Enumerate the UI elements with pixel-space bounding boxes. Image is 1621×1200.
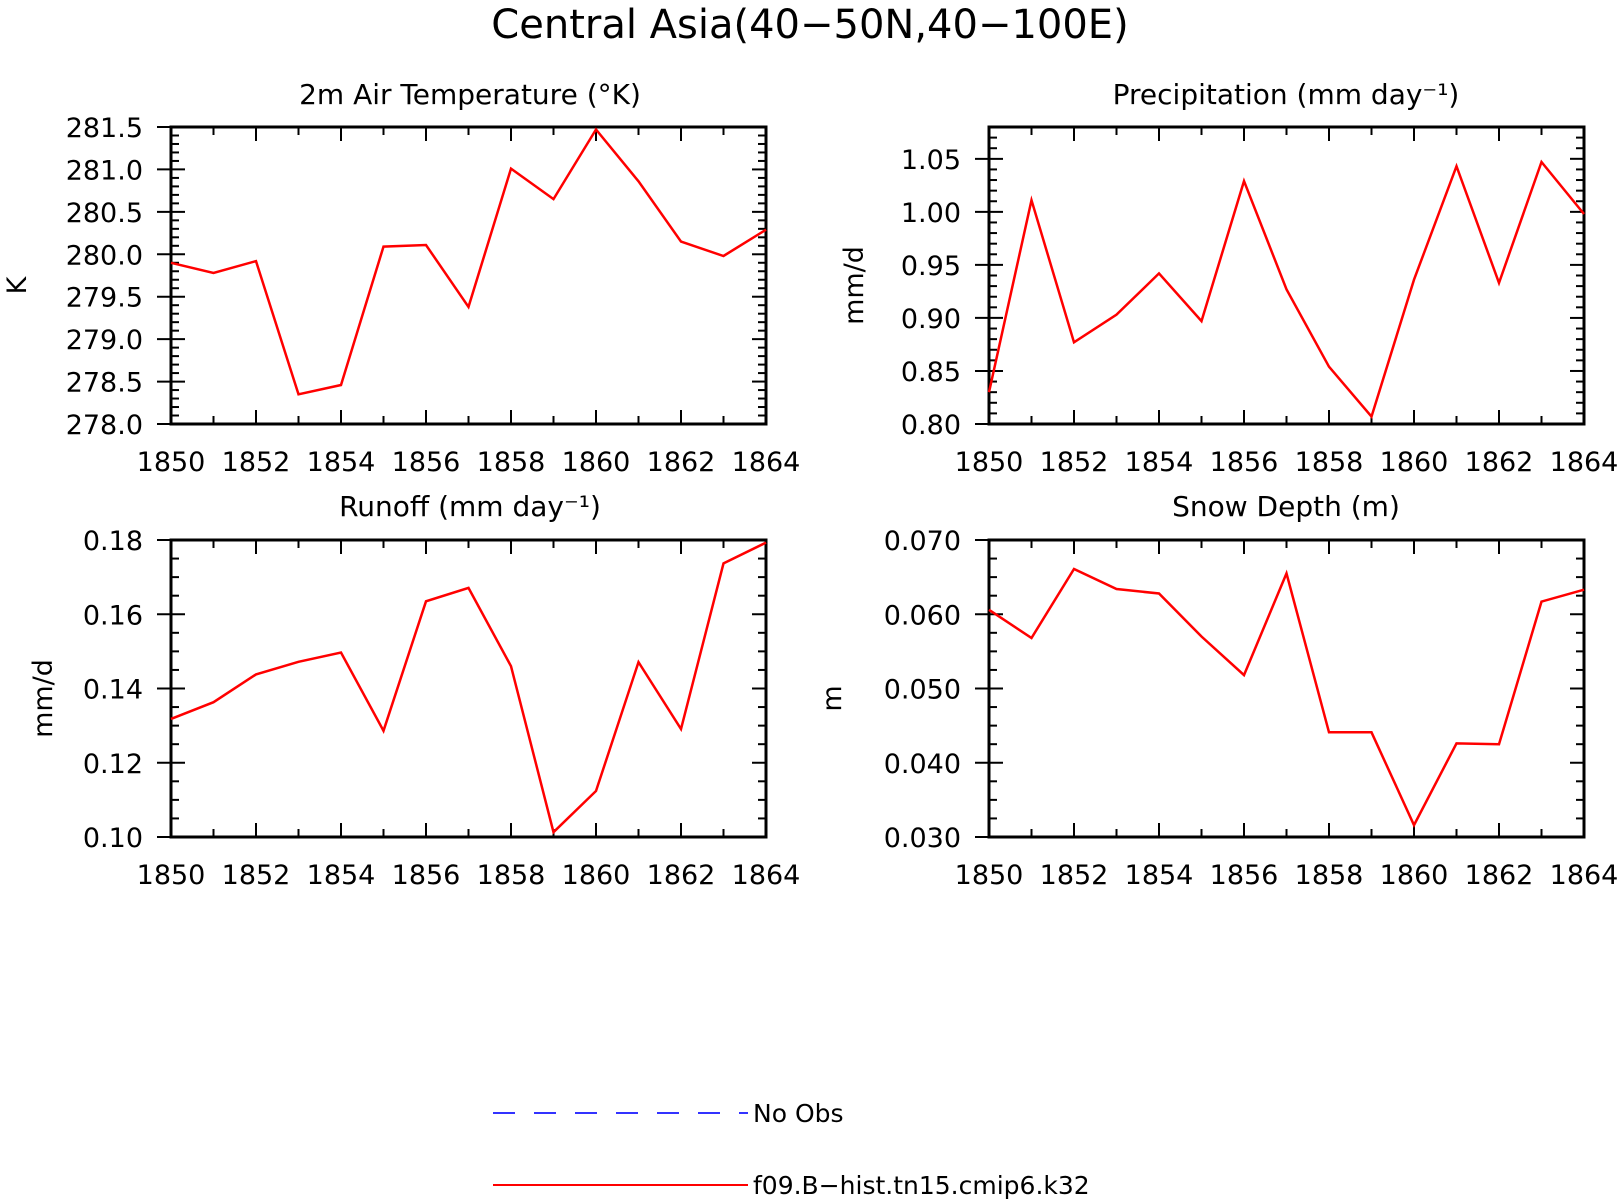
y-tick-label: 279.5: [66, 283, 143, 314]
x-tick-label: 1856: [1210, 447, 1279, 478]
series-line: [987, 159, 1585, 420]
x-tick-label: 1850: [955, 447, 1024, 478]
x-tick-label: 1864: [732, 860, 801, 891]
x-tick-label: 1860: [1380, 860, 1449, 891]
y-tick-label: 0.80: [901, 410, 961, 441]
series-line: [988, 567, 1585, 828]
x-tick-label: 1850: [137, 860, 206, 891]
plot-frame: [987, 125, 1586, 426]
y-tick-label: 0.040: [884, 749, 961, 780]
chart-panel-1: 2m Air Temperature (°K) K 1850 1852 1854 1856…: [2, 78, 800, 478]
y-tick-label: 278.0: [66, 410, 143, 441]
chart-panel-3: Runoff (mm day⁻¹) mm/d 1850 1852 1854 1856 185…: [28, 490, 800, 891]
x-tick-label: 1858: [1295, 860, 1364, 891]
x-tick-label: 1854: [1125, 860, 1194, 891]
x-tick-label: 1852: [1040, 860, 1109, 891]
x-tick-label: 1862: [1465, 447, 1534, 478]
x-tick-label: 1854: [1125, 447, 1194, 478]
y-tick-label: 1.00: [901, 198, 961, 229]
x-tick-label: 1860: [562, 860, 631, 891]
figure-title: Central Asia(40−50N,40−100E): [491, 2, 1128, 48]
x-tick-label: 1850: [137, 447, 206, 478]
x-tick-label: 1850: [955, 860, 1024, 891]
legend: No Obs f09.B−hist.tn15.cmip6.k32: [493, 1099, 1090, 1200]
y-tick-label: 278.5: [66, 368, 143, 399]
y-tick-label: 0.14: [83, 675, 143, 706]
y-tick-label: 281.0: [66, 155, 143, 186]
x-tick-label: 1854: [307, 447, 376, 478]
y-tick-label: 280.0: [66, 240, 143, 271]
x-tick-label: 1862: [647, 447, 716, 478]
chart-panel-4: Snow Depth (m) m 1850 1852 1854 1856 1858 1860 1…: [817, 490, 1618, 891]
x-tick-label: 1852: [1040, 447, 1109, 478]
x-tick-label: 1852: [222, 447, 291, 478]
y-tick-label: 280.5: [66, 198, 143, 229]
chart-panel-2: Precipitation (mm day⁻¹) mm/d 1850 1852 1854…: [839, 78, 1618, 478]
x-tick-label: 1864: [732, 447, 801, 478]
y-tick-label: 0.16: [83, 600, 143, 631]
panel-title: Precipitation (mm day⁻¹): [1113, 78, 1460, 111]
y-tick-label: 0.12: [83, 749, 143, 780]
panel-title: Snow Depth (m): [1172, 490, 1400, 523]
panel-title: Runoff (mm day⁻¹): [339, 490, 601, 523]
y-axis-label: m: [817, 685, 848, 711]
x-tick-label: 1860: [1380, 447, 1449, 478]
x-tick-label: 1858: [477, 860, 546, 891]
y-tick-label: 279.0: [66, 325, 143, 356]
y-tick-label: 0.90: [901, 304, 961, 335]
y-tick-label: 0.10: [83, 823, 143, 854]
y-tick-label: 0.060: [884, 600, 961, 631]
y-tick-label: 0.030: [884, 823, 961, 854]
x-tick-label: 1864: [1550, 447, 1619, 478]
x-tick-label: 1856: [392, 447, 461, 478]
y-axis-label: K: [2, 275, 33, 294]
x-tick-label: 1862: [1465, 860, 1534, 891]
legend-label-no-obs: No Obs: [753, 1099, 844, 1128]
y-tick-label: 0.070: [884, 526, 961, 557]
x-tick-label: 1860: [562, 447, 631, 478]
y-tick-label: 0.18: [83, 526, 143, 557]
x-tick-label: 1858: [477, 447, 546, 478]
plot-frame: [169, 538, 768, 839]
x-tick-label: 1858: [1295, 447, 1364, 478]
x-tick-label: 1862: [647, 860, 716, 891]
y-axis-label: mm/d: [28, 659, 59, 738]
y-tick-label: 1.05: [901, 145, 961, 176]
y-axis-label: mm/d: [839, 246, 870, 325]
x-tick-label: 1852: [222, 860, 291, 891]
y-tick-label: 0.85: [901, 357, 961, 388]
plot-frame: [987, 538, 1586, 839]
y-tick-label: 0.050: [884, 675, 961, 706]
series-line: [170, 541, 767, 835]
x-tick-label: 1856: [1210, 860, 1279, 891]
series-line: [170, 127, 767, 396]
y-tick-label: 281.5: [66, 113, 143, 144]
panel-title: 2m Air Temperature (°K): [299, 78, 641, 111]
legend-label-model: f09.B−hist.tn15.cmip6.k32: [753, 1171, 1090, 1200]
x-tick-label: 1856: [392, 860, 461, 891]
x-tick-label: 1854: [307, 860, 376, 891]
x-tick-label: 1864: [1550, 860, 1619, 891]
chart-panels: 2m Air Temperature (°K) K 1850 1852 1854 1856…: [2, 78, 1618, 891]
y-tick-label: 0.95: [901, 251, 961, 282]
